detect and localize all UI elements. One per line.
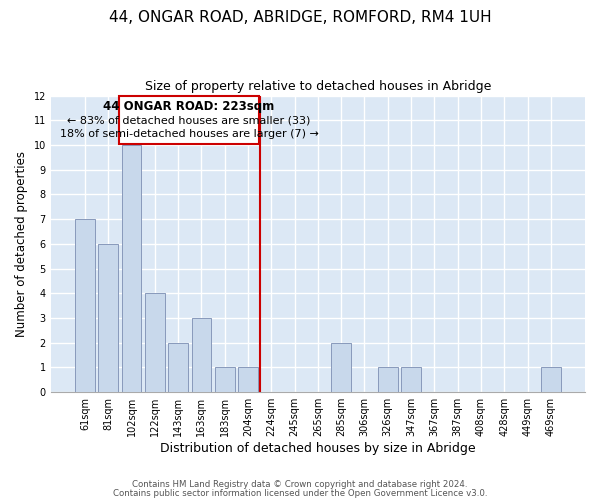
Bar xyxy=(75,219,95,392)
Title: Size of property relative to detached houses in Abridge: Size of property relative to detached ho… xyxy=(145,80,491,93)
Text: ← 83% of detached houses are smaller (33): ← 83% of detached houses are smaller (33… xyxy=(67,116,311,126)
Bar xyxy=(98,244,118,392)
Text: 44, ONGAR ROAD, ABRIDGE, ROMFORD, RM4 1UH: 44, ONGAR ROAD, ABRIDGE, ROMFORD, RM4 1U… xyxy=(109,10,491,25)
Bar xyxy=(191,318,211,392)
Bar xyxy=(168,343,188,392)
Text: 44 ONGAR ROAD: 223sqm: 44 ONGAR ROAD: 223sqm xyxy=(103,100,275,113)
Bar xyxy=(541,368,561,392)
Text: Contains HM Land Registry data © Crown copyright and database right 2024.: Contains HM Land Registry data © Crown c… xyxy=(132,480,468,489)
Bar xyxy=(401,368,421,392)
X-axis label: Distribution of detached houses by size in Abridge: Distribution of detached houses by size … xyxy=(160,442,476,455)
FancyBboxPatch shape xyxy=(119,96,259,144)
Bar xyxy=(145,294,165,392)
Bar xyxy=(378,368,398,392)
Bar xyxy=(331,343,351,392)
Bar xyxy=(215,368,235,392)
Y-axis label: Number of detached properties: Number of detached properties xyxy=(15,151,28,337)
Bar xyxy=(238,368,258,392)
Text: 18% of semi-detached houses are larger (7) →: 18% of semi-detached houses are larger (… xyxy=(59,129,319,139)
Text: Contains public sector information licensed under the Open Government Licence v3: Contains public sector information licen… xyxy=(113,490,487,498)
Bar xyxy=(122,145,142,392)
